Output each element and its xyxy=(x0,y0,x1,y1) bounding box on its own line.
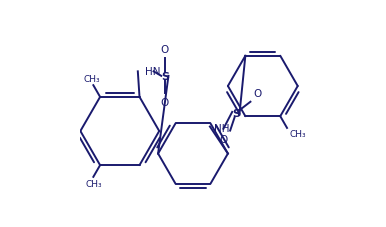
Text: O: O xyxy=(161,98,169,108)
Text: CH₃: CH₃ xyxy=(85,179,102,188)
Text: NH: NH xyxy=(214,123,230,133)
Text: HN: HN xyxy=(145,67,160,77)
Text: O: O xyxy=(161,45,169,55)
Text: CH₃: CH₃ xyxy=(289,129,306,138)
Text: O: O xyxy=(220,135,228,145)
Text: S: S xyxy=(232,109,240,118)
Text: S: S xyxy=(161,72,169,81)
Text: O: O xyxy=(254,89,262,99)
Text: CH₃: CH₃ xyxy=(84,75,100,84)
